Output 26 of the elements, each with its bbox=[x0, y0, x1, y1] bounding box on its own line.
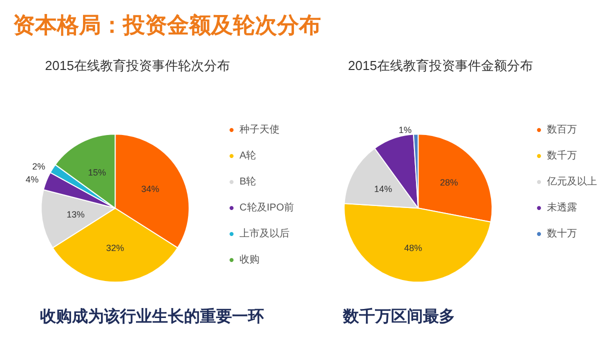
legend-label: 数百万 bbox=[547, 124, 577, 136]
text: 数千万区间最多 bbox=[342, 306, 455, 326]
chart-title: 2015在线教育投资事件金额分布 bbox=[348, 58, 533, 73]
data-label: 15% bbox=[88, 168, 106, 178]
legend-label: 亿元及以上 bbox=[546, 176, 597, 188]
data-label: 1% bbox=[398, 125, 412, 136]
data-label: 32% bbox=[106, 243, 124, 254]
legend-label: 上市及以后 bbox=[240, 228, 290, 240]
legend-label: 种子天使 bbox=[240, 124, 280, 136]
data-label: 13% bbox=[66, 209, 85, 220]
data-label: 2% bbox=[32, 161, 46, 172]
text: 收购成为该行业生长的重要一环 bbox=[40, 306, 264, 326]
legend-label: 收购 bbox=[240, 254, 260, 266]
legend-label: A轮 bbox=[240, 150, 256, 162]
legend-label: 未透露 bbox=[547, 202, 577, 214]
data-label: 28% bbox=[440, 178, 458, 188]
text: 资本格局：投资金额及轮次分布 bbox=[13, 12, 321, 38]
data-label: 4% bbox=[26, 174, 39, 184]
legend-label: C轮及IPO前 bbox=[240, 202, 294, 214]
legend-label: 数千万 bbox=[547, 150, 577, 162]
data-label: 34% bbox=[141, 184, 160, 194]
data-label: 14% bbox=[374, 184, 392, 194]
data-label: 48% bbox=[404, 242, 422, 253]
legend-label: B轮 bbox=[240, 176, 256, 188]
chart-title: 2015在线教育投资事件轮次分布 bbox=[45, 58, 230, 73]
legend-label: 数十万 bbox=[547, 228, 577, 240]
